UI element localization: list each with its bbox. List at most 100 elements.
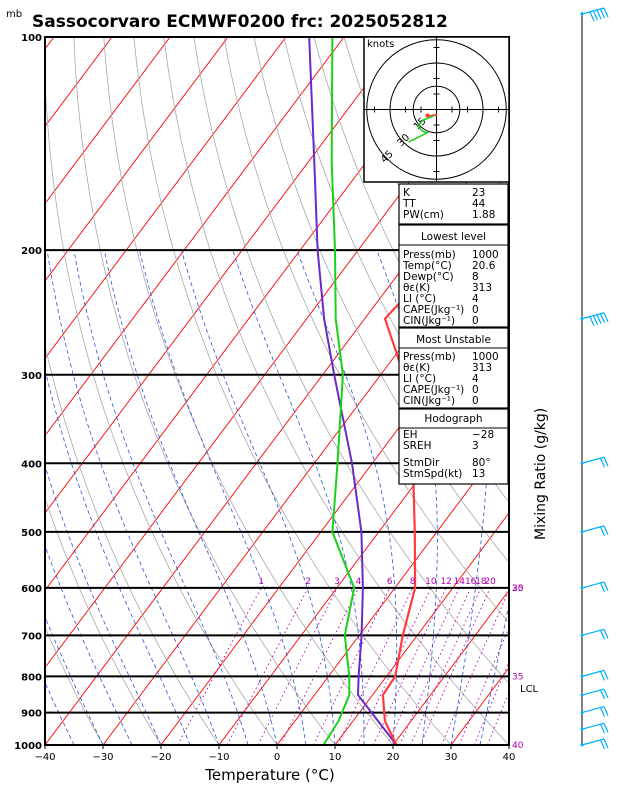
x-axis-label: Temperature (°C) xyxy=(204,766,334,784)
temperature-tick-label: 20 xyxy=(387,752,400,763)
index-label: Press(mb) xyxy=(403,351,456,363)
wind-barb-staff xyxy=(581,688,605,696)
moist-adiabat-line xyxy=(45,744,46,745)
index-label: EH xyxy=(403,429,418,441)
wind-barb-feather xyxy=(589,11,595,22)
moist-adiabat-line xyxy=(45,615,104,745)
mixing-ratio-label: 1 xyxy=(258,577,264,587)
index-value: 8 xyxy=(472,271,479,283)
wind-barbs xyxy=(580,7,609,750)
pressure-tick-label: 500 xyxy=(21,528,42,539)
mixing-ratio-label: 6 xyxy=(387,577,393,587)
chart-title: Sassocorvaro ECMWF0200 frc: 2025052812 xyxy=(32,12,448,32)
wind-barb-feather xyxy=(599,458,606,468)
isotherm-line xyxy=(45,37,171,205)
parcel-trace xyxy=(308,37,398,745)
index-value: −28 xyxy=(472,429,494,441)
wind-barb-staff xyxy=(581,738,605,746)
wind-barb-staff xyxy=(581,669,605,677)
index-value: 23 xyxy=(472,187,485,199)
index-label: LI (°C) xyxy=(403,373,436,385)
wind-barb xyxy=(580,688,609,700)
wind-barb-feather xyxy=(599,739,606,750)
mixing-ratio-line xyxy=(458,626,509,745)
index-label: PW(cm) xyxy=(403,209,444,221)
lcl-label: LCL xyxy=(520,684,539,695)
index-value: 80° xyxy=(472,457,491,469)
wind-barb-staff xyxy=(581,7,605,15)
wind-barb-base xyxy=(580,530,584,534)
wind-barb xyxy=(580,581,609,593)
wind-barb-feather xyxy=(603,670,609,680)
temperature-tick-label: −40 xyxy=(34,752,55,763)
index-label: StmSpd(kt) xyxy=(403,468,462,480)
wind-barb-feather xyxy=(599,526,606,537)
wind-barb-feather xyxy=(599,582,606,593)
wind-barb-feather xyxy=(596,314,602,324)
wind-barb-feather xyxy=(599,707,606,717)
pressure-unit-label: mb xyxy=(6,9,22,20)
index-label: CIN(Jkg⁻¹) xyxy=(403,395,455,407)
mixing-ratio-line xyxy=(386,587,460,745)
isotherm-line xyxy=(45,37,287,360)
wind-barb-base xyxy=(580,633,584,637)
index-value: 0 xyxy=(472,384,479,396)
wind-barb-base xyxy=(580,743,584,747)
wind-profile-column xyxy=(580,7,609,750)
index-value: 313 xyxy=(472,362,492,374)
wind-barb-feather xyxy=(603,706,609,716)
index-value: 1000 xyxy=(472,351,499,363)
mixing-ratio-line xyxy=(399,587,472,745)
isotherm-lines xyxy=(45,37,509,745)
index-label: LI (°C) xyxy=(403,293,436,305)
wind-barb-staff xyxy=(581,581,605,589)
wind-barb-feather xyxy=(589,316,595,326)
wind-barb xyxy=(580,669,609,681)
moist-adiabat-line xyxy=(232,249,365,745)
mixing-ratio-label: 10 xyxy=(425,577,437,587)
pressure-tick-labels: 100 200 300 400 500 600 700 800 900 1000 xyxy=(14,33,42,752)
wind-barb xyxy=(580,738,609,750)
mixing-ratio-line xyxy=(441,589,509,745)
wind-barb-base xyxy=(580,461,584,465)
wind-barb xyxy=(580,628,609,640)
dry-adiabat-line xyxy=(45,344,220,745)
index-label: CAPE(Jkg⁻¹) xyxy=(403,304,464,316)
mixing-ratio-line xyxy=(419,587,491,745)
pressure-tick-label: 1000 xyxy=(14,741,42,752)
dry-adiabat-line xyxy=(73,37,336,745)
pressure-tick-label: 700 xyxy=(21,631,42,642)
wind-barb xyxy=(580,706,609,717)
wind-barb-staff xyxy=(581,312,605,320)
temperature-tick-label: 0 xyxy=(274,752,280,763)
mixing-ratio-label: 3 xyxy=(334,577,340,587)
hodograph-stats-box xyxy=(398,408,509,485)
wind-barb-feather xyxy=(603,581,609,592)
isotherm-line xyxy=(508,744,509,745)
temperature-tick-label: −30 xyxy=(92,752,113,763)
moist-adiabat-line xyxy=(45,681,75,745)
dry-adiabat-line xyxy=(45,497,162,745)
wind-barb xyxy=(580,525,609,537)
wind-barb-feather xyxy=(599,689,606,700)
wind-barb-base xyxy=(580,711,584,715)
mixing-ratio-label: 35 xyxy=(512,672,523,682)
mixing-ratio-label: 40 xyxy=(512,741,524,751)
most-unstable-heading: Most Unstable xyxy=(416,334,491,346)
moist-adiabat-line xyxy=(46,250,220,745)
mixing-ratio-label: 14 xyxy=(453,577,465,587)
parcel-line xyxy=(308,37,398,745)
index-value: 4 xyxy=(472,293,479,305)
index-label: StmDir xyxy=(403,457,440,469)
wind-barb-feather xyxy=(603,722,609,733)
wind-barb-feather xyxy=(596,9,602,20)
mixing-ratio-line xyxy=(410,587,482,745)
dry-adiabat-line xyxy=(614,37,618,760)
wind-barb-feather xyxy=(592,315,599,325)
index-value: 3 xyxy=(472,440,479,452)
mixing-ratio-label: 20 xyxy=(484,577,496,587)
index-label: CAPE(Jkg⁻¹) xyxy=(403,384,464,396)
index-value: 4 xyxy=(472,373,479,385)
